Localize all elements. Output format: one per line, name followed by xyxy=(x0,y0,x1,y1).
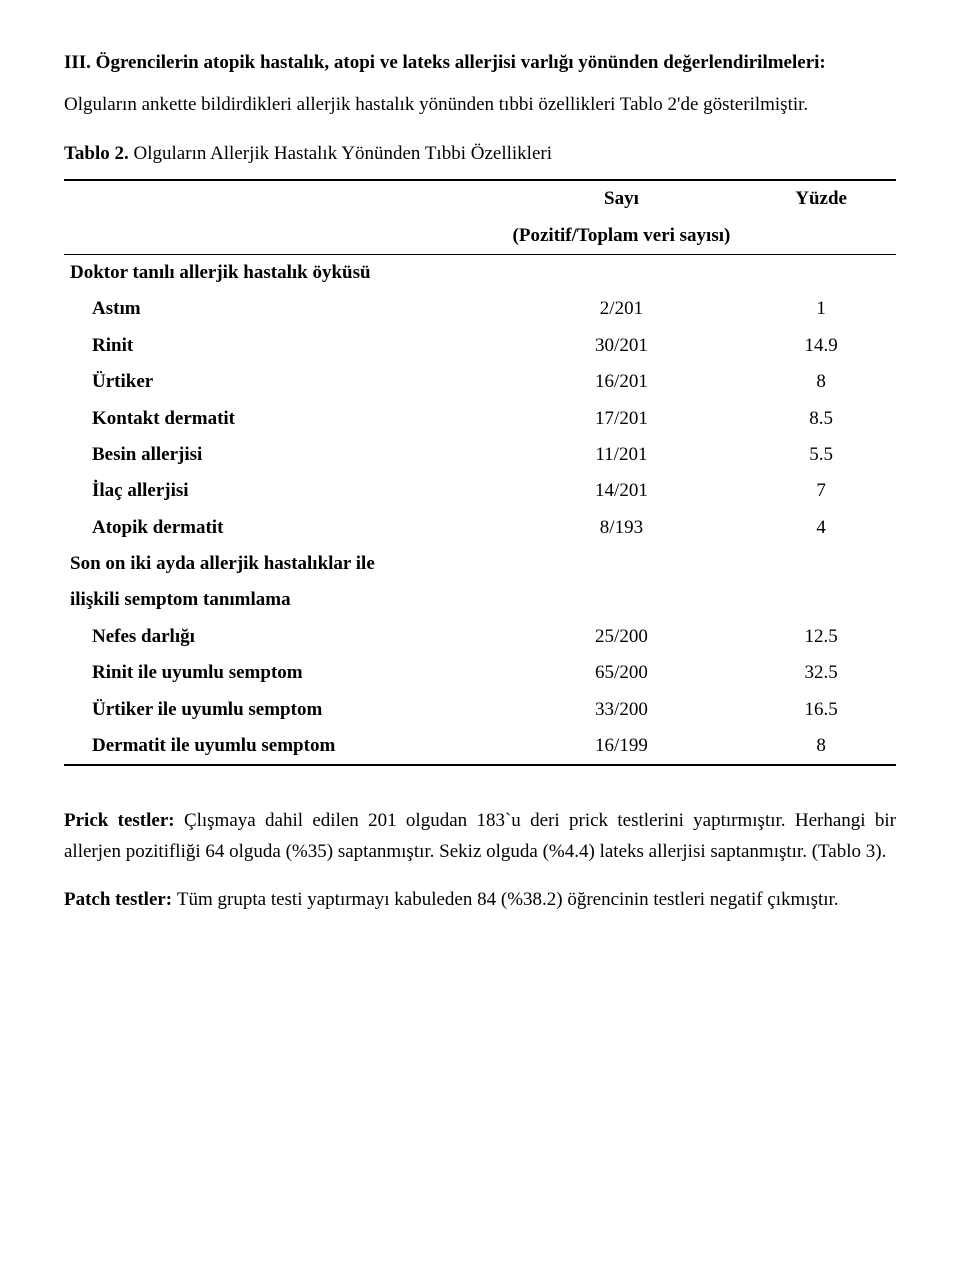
table-row: Atopik dermatit8/1934 xyxy=(64,510,896,546)
table2-header-sub: (Pozitif/Toplam veri sayısı) xyxy=(497,218,747,255)
table-row: Kontakt dermatit17/2018.5 xyxy=(64,401,896,437)
prick-paragraph: Prick testler: Çlışmaya dahil edilen 201… xyxy=(64,806,896,867)
table-row: Ürtiker ile uyumlu semptom33/20016.5 xyxy=(64,692,896,728)
intro-paragraph: Olguların ankette bildirdikleri allerjik… xyxy=(64,90,896,120)
table2-header-sayi: Sayı xyxy=(497,180,747,217)
prick-text: Çlışmaya dahil edilen 201 olgudan 183`u … xyxy=(64,810,896,861)
patch-text: Tüm grupta testi yaptırmayı kabuleden 84… xyxy=(177,889,839,910)
table-row: Rinit30/20114.9 xyxy=(64,328,896,364)
table2: Sayı Yüzde (Pozitif/Toplam veri sayısı) … xyxy=(64,179,896,766)
table2-header-yuzde: Yüzde xyxy=(746,180,896,217)
table2-group1-title: Doktor tanılı allerjik hastalık öyküsü xyxy=(64,254,497,291)
table-row: Rinit ile uyumlu semptom65/20032.5 xyxy=(64,655,896,691)
table-row: Ürtiker16/2018 xyxy=(64,364,896,400)
table-row: Astım2/2011 xyxy=(64,291,896,327)
patch-label: Patch testler: xyxy=(64,889,177,910)
section-heading: III. Ögrencilerin atopik hastalık, atopi… xyxy=(64,48,896,78)
table2-caption-label: Tablo 2. xyxy=(64,143,129,164)
table2-group2-title-line2: ilişkili semptom tanımlama xyxy=(64,582,497,618)
table-row: Besin allerjisi11/2015.5 xyxy=(64,437,896,473)
table-row: Nefes darlığı25/20012.5 xyxy=(64,619,896,655)
table-row: İlaç allerjisi14/2017 xyxy=(64,473,896,509)
table-row: Dermatit ile uyumlu semptom16/1998 xyxy=(64,728,896,765)
table2-caption-text: Olguların Allerjik Hastalık Yönünden Tıb… xyxy=(129,143,552,164)
prick-label: Prick testler: xyxy=(64,810,184,831)
table2-group2-title-line1: Son on iki ayda allerjik hastalıklar ile xyxy=(64,546,497,582)
patch-paragraph: Patch testler: Tüm grupta testi yaptırma… xyxy=(64,885,896,915)
table2-caption: Tablo 2. Olguların Allerjik Hastalık Yön… xyxy=(64,139,896,169)
